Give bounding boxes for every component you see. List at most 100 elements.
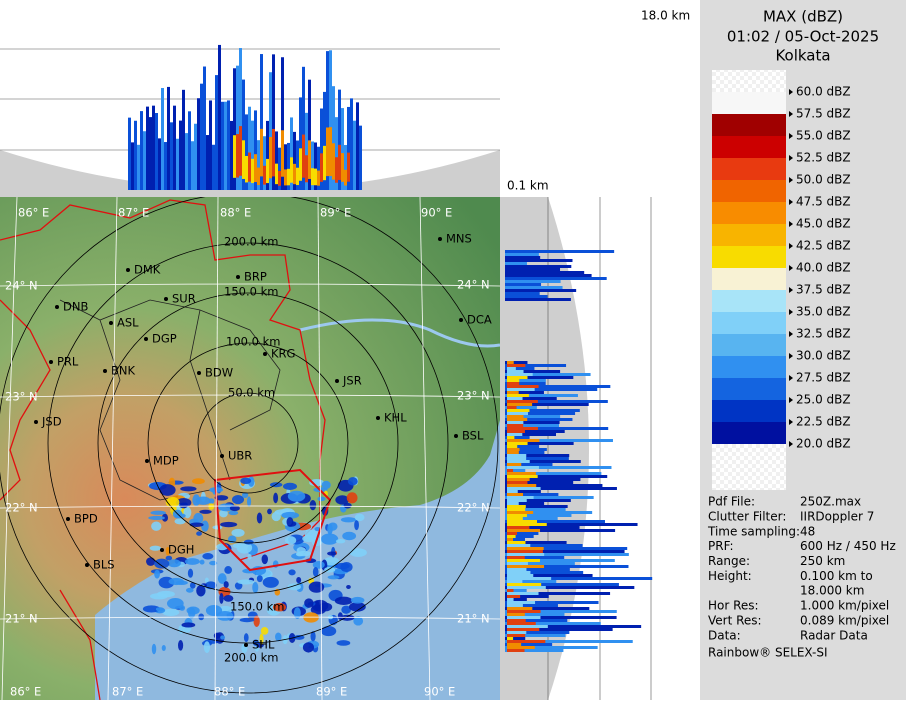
echo-cell	[335, 562, 350, 570]
echo-cell	[232, 543, 240, 548]
echo-core	[507, 469, 514, 472]
echo-row	[505, 592, 611, 595]
echo-core	[236, 134, 239, 178]
map	[0, 197, 500, 700]
echo-cell	[262, 576, 279, 588]
echo-cell	[343, 502, 352, 509]
echo-row	[505, 403, 589, 406]
echo-column	[176, 138, 179, 190]
echo-core	[507, 589, 514, 592]
legend-label: 20.0 dBZ	[796, 437, 851, 451]
echo-row	[505, 295, 548, 298]
echo-column	[173, 105, 176, 190]
echo-column	[251, 120, 254, 190]
echo-row	[505, 271, 585, 274]
echo-core	[507, 502, 519, 505]
legend-tick	[789, 419, 793, 425]
echo-row	[505, 484, 603, 487]
echo-cell	[304, 529, 319, 541]
city-label: DGH	[168, 543, 194, 557]
echo-cell	[335, 538, 346, 544]
echo-cell	[335, 495, 350, 505]
echo-column	[239, 48, 242, 190]
city-dot	[109, 321, 113, 325]
echo-cell	[243, 539, 254, 545]
echo-row	[505, 385, 611, 388]
legend-swatch	[712, 290, 786, 312]
echo-core	[507, 394, 529, 397]
echo-core	[507, 550, 543, 553]
echo-column	[347, 106, 350, 190]
echo-core	[507, 559, 540, 562]
footer: Rainbow® SELEX-SI	[708, 646, 828, 660]
echo-row	[505, 406, 537, 409]
echo-core	[507, 553, 545, 556]
echo-column	[158, 138, 161, 190]
echo-cell	[286, 517, 294, 527]
echo-row	[505, 382, 546, 385]
echo-column	[185, 133, 188, 190]
echo-column	[200, 83, 203, 190]
echo-core	[507, 409, 530, 412]
echo-row	[505, 601, 599, 604]
echo-column	[131, 142, 134, 190]
echo-column	[206, 135, 209, 190]
echo-cell	[161, 644, 166, 652]
echo-core	[507, 520, 537, 523]
info-value: 18.000 km	[800, 584, 864, 598]
echo-core	[233, 135, 236, 178]
echo-core	[507, 637, 514, 640]
echo-cell	[216, 611, 234, 621]
echo-row	[505, 562, 575, 565]
echo-column	[179, 120, 182, 190]
echo-column	[152, 105, 155, 190]
echo-column	[146, 106, 149, 190]
echo-cell	[281, 511, 300, 519]
echo-row	[505, 619, 568, 622]
echo-row	[505, 517, 558, 520]
echo-cell	[161, 513, 169, 522]
echo-cell	[256, 512, 263, 524]
echo-core	[338, 144, 341, 180]
echo-cell	[271, 511, 281, 522]
echo-core	[302, 134, 305, 178]
echo-core	[272, 128, 275, 177]
city-dot	[34, 420, 38, 424]
echo-row	[505, 436, 530, 439]
echo-row	[505, 472, 602, 475]
echo-core	[242, 140, 245, 179]
info-value: 0.100 km to	[800, 569, 873, 583]
echo-cell	[317, 496, 326, 502]
city-label: BPD	[74, 512, 98, 526]
echo-row	[505, 553, 629, 556]
echo-core	[507, 391, 519, 394]
echo-core	[507, 538, 514, 541]
echo-core	[507, 448, 520, 451]
echo-column	[242, 79, 245, 190]
echo-column	[209, 100, 212, 190]
echo-cell	[346, 492, 358, 504]
echo-core	[284, 169, 287, 186]
city-label: DGP	[152, 332, 177, 346]
echo-cell	[334, 596, 353, 605]
echo-cell	[321, 480, 331, 490]
legend-label: 50.0 dBZ	[796, 173, 851, 187]
legend-label: 37.5 dBZ	[796, 283, 851, 297]
echo-row	[505, 442, 574, 445]
echo-core	[507, 574, 534, 577]
echo-core	[507, 460, 530, 463]
echo-row	[505, 526, 580, 529]
echo-column	[287, 142, 290, 190]
echo-column	[359, 125, 362, 190]
legend-swatch	[712, 158, 786, 180]
echo-core	[278, 170, 281, 186]
legend-label: 52.5 dBZ	[796, 151, 851, 165]
echo-row	[505, 625, 642, 628]
echo-cell	[191, 478, 205, 485]
echo-cell	[350, 596, 365, 604]
echo-core	[263, 165, 266, 185]
echo-row	[505, 580, 557, 583]
echo-core	[507, 523, 547, 526]
echo-core	[507, 529, 541, 532]
